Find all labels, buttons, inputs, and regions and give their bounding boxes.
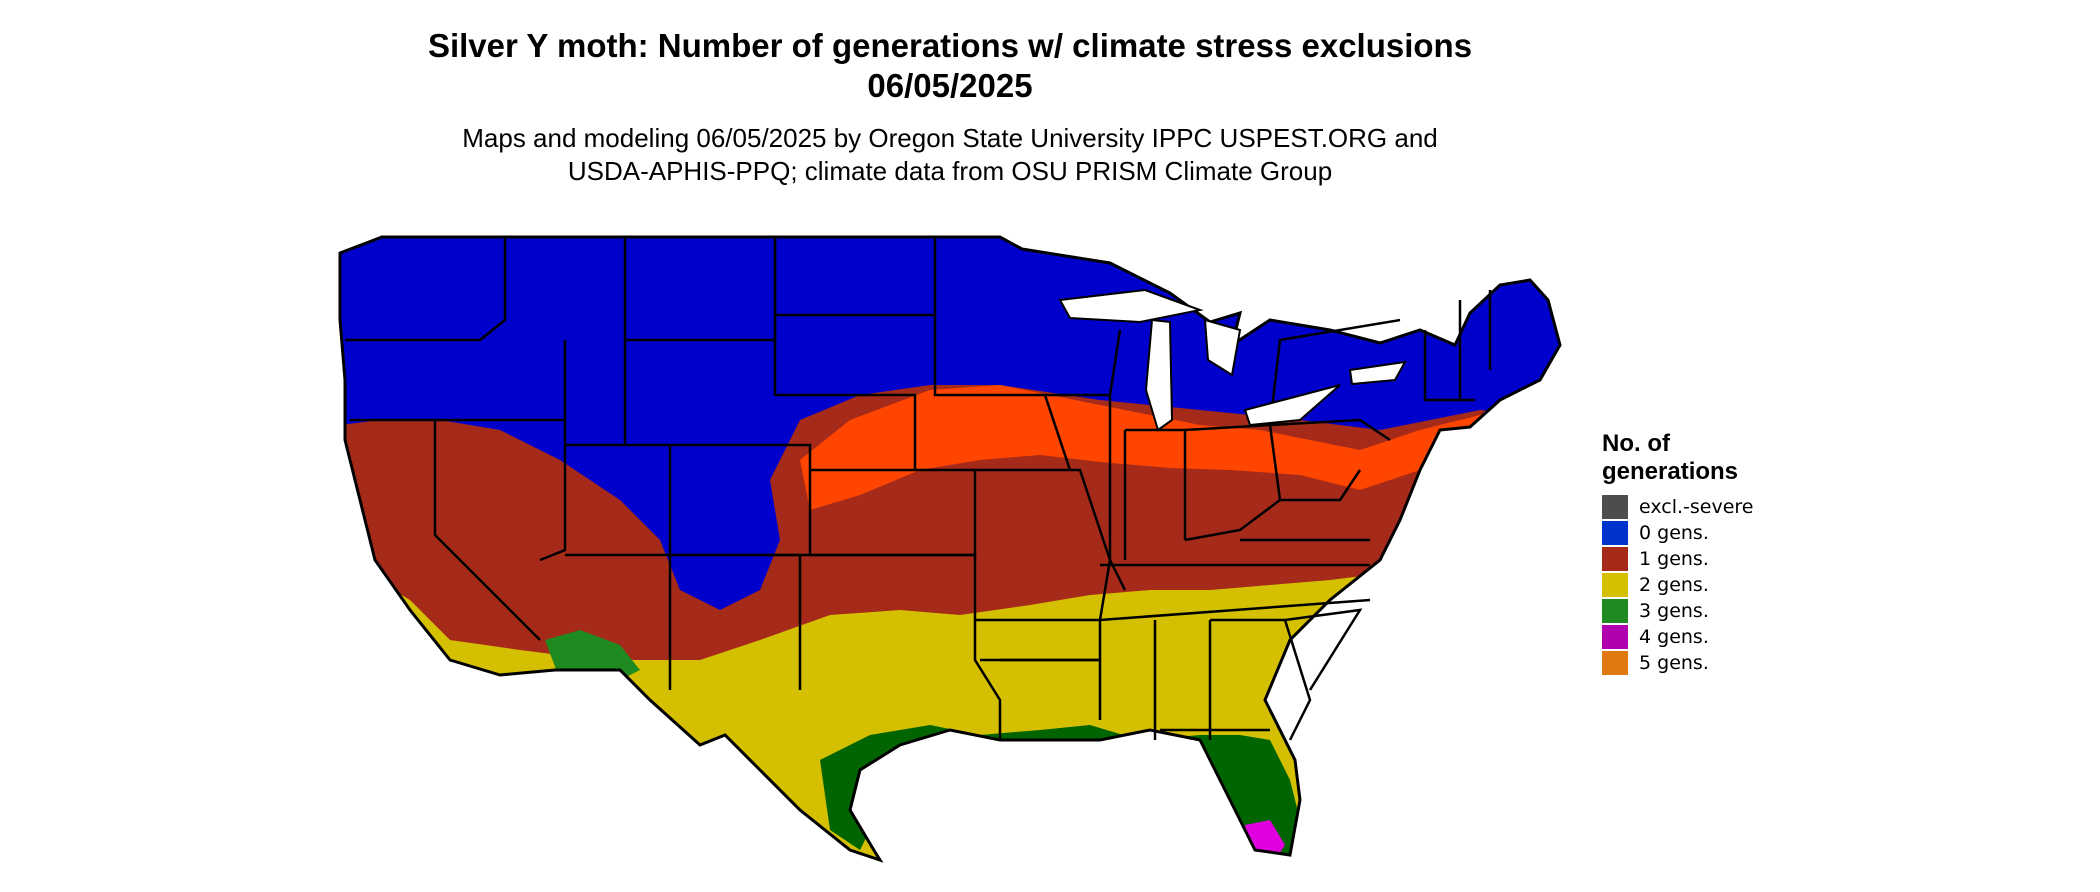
- subtitle-line-1: Maps and modeling 06/05/2025 by Oregon S…: [462, 123, 1438, 153]
- az-nm-boundary: [668, 553, 802, 690]
- new-england-boundary: [1423, 330, 1475, 402]
- legend-title: No. of generations: [1602, 430, 1754, 486]
- legend-label: excl.-severe: [1639, 496, 1754, 518]
- legend-swatch: [1602, 599, 1628, 623]
- zone-transition-band: [800, 385, 1560, 510]
- title-line-2: 06/05/2025: [867, 67, 1033, 104]
- ga-boundary: [1210, 618, 1312, 741]
- legend-swatch: [1602, 573, 1628, 597]
- legend-label: 1 gens.: [1639, 548, 1709, 570]
- legend-item-excl-severe: excl.-severe: [1602, 494, 1754, 520]
- map-title: Silver Y moth: Number of generations w/ …: [0, 26, 1900, 106]
- pa-ny-boundary: [1268, 318, 1401, 426]
- lake-huron: [1203, 318, 1242, 377]
- legend-label: 0 gens.: [1639, 522, 1709, 544]
- ms-al-boundary: [1153, 620, 1212, 740]
- legend-item-0-gens: 0 gens.: [1602, 520, 1754, 546]
- ok-tx-boundary: [810, 553, 1002, 740]
- ca-nv-boundary: [433, 420, 541, 641]
- legend-swatch: [1602, 521, 1628, 545]
- la-boundary: [1000, 658, 1102, 720]
- subtitle-line-2: USDA-APHIS-PPQ; climate data from OSU PR…: [567, 156, 1333, 186]
- legend-item-4-gens: 4 gens.: [1602, 624, 1754, 650]
- mo-boundary: [975, 468, 1112, 621]
- legend-swatch: [1602, 625, 1628, 649]
- title-line-1: Silver Y moth: Number of generations w/ …: [427, 27, 1473, 64]
- legend-item-5-gens: 5 gens.: [1602, 650, 1754, 676]
- map-subtitle: Maps and modeling 06/05/2025 by Oregon S…: [0, 122, 1900, 188]
- wv-va-boundary: [1280, 469, 1362, 502]
- legend-label: 4 gens.: [1639, 626, 1709, 648]
- legend-item-2-gens: 2 gens.: [1602, 572, 1754, 598]
- legend-label: 3 gens.: [1639, 600, 1709, 622]
- legend-title-line-2: generations: [1602, 458, 1739, 485]
- vt-nh-me-boundary: [1458, 290, 1492, 400]
- us-generations-map: [338, 235, 1562, 863]
- great-lakes: [1058, 288, 1407, 432]
- legend-swatch: [1602, 651, 1628, 675]
- legend-item-3-gens: 3 gens.: [1602, 598, 1754, 624]
- pa-south-boundary: [1269, 418, 1391, 442]
- lake-michigan: [1144, 318, 1174, 432]
- lake-ontario: [1348, 360, 1407, 386]
- lake-erie: [1243, 384, 1341, 427]
- legend-swatch: [1602, 547, 1628, 571]
- zone-4-gen-texas: [870, 800, 905, 855]
- us-outline: [338, 235, 1562, 863]
- ut-az-boundary: [565, 443, 672, 557]
- wa-or-id-boundary: [345, 237, 507, 342]
- legend-label: 5 gens.: [1639, 652, 1709, 674]
- legend-item-1-gens: 1 gens.: [1602, 546, 1754, 572]
- lake-superior: [1058, 288, 1204, 324]
- sc-boundary: [1284, 608, 1363, 691]
- mn-ia-boundary: [933, 237, 1072, 471]
- legend: No. of generations excl.-severe 0 gens. …: [1602, 430, 1754, 676]
- nv-az-boundary: [539, 420, 567, 562]
- legend-label: 2 gens.: [1639, 574, 1709, 596]
- tn-south-boundary: [1099, 598, 1371, 622]
- zone-3-gen: [820, 725, 1300, 860]
- state-boundaries: [345, 237, 1492, 741]
- legend-swatch: [1602, 495, 1628, 519]
- il-in-boundary: [1108, 395, 1127, 591]
- legend-title-line-1: No. of: [1602, 430, 1670, 457]
